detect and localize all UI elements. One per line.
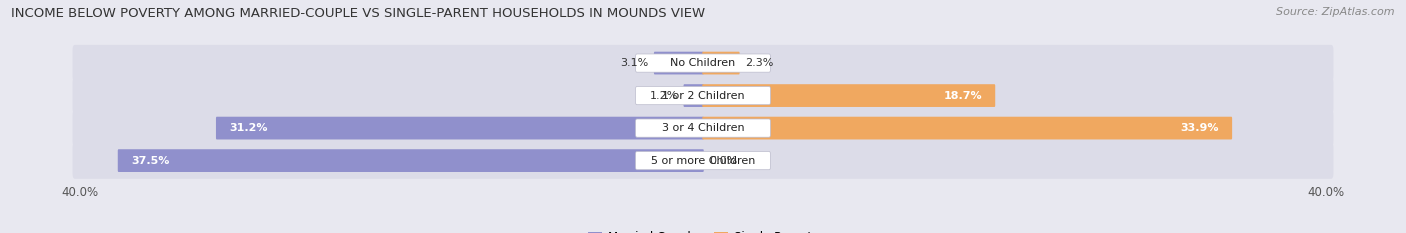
Text: Source: ZipAtlas.com: Source: ZipAtlas.com xyxy=(1277,7,1395,17)
Text: 2.3%: 2.3% xyxy=(745,58,773,68)
FancyBboxPatch shape xyxy=(636,151,770,170)
FancyBboxPatch shape xyxy=(73,142,1333,179)
FancyBboxPatch shape xyxy=(702,52,740,75)
FancyBboxPatch shape xyxy=(654,52,704,75)
Text: 5 or more Children: 5 or more Children xyxy=(651,156,755,166)
FancyBboxPatch shape xyxy=(683,84,704,107)
Text: No Children: No Children xyxy=(671,58,735,68)
FancyBboxPatch shape xyxy=(73,110,1333,146)
Text: 33.9%: 33.9% xyxy=(1181,123,1219,133)
Text: 18.7%: 18.7% xyxy=(943,91,981,101)
FancyBboxPatch shape xyxy=(636,86,770,105)
Text: 1.2%: 1.2% xyxy=(650,91,678,101)
FancyBboxPatch shape xyxy=(702,117,1232,140)
Text: 37.5%: 37.5% xyxy=(131,156,169,166)
FancyBboxPatch shape xyxy=(73,77,1333,114)
Text: 0.0%: 0.0% xyxy=(709,156,738,166)
FancyBboxPatch shape xyxy=(702,84,995,107)
Legend: Married Couples, Single Parents: Married Couples, Single Parents xyxy=(583,226,823,233)
Text: 3 or 4 Children: 3 or 4 Children xyxy=(662,123,744,133)
FancyBboxPatch shape xyxy=(73,45,1333,81)
Text: 31.2%: 31.2% xyxy=(229,123,267,133)
FancyBboxPatch shape xyxy=(118,149,704,172)
Text: 1 or 2 Children: 1 or 2 Children xyxy=(662,91,744,101)
FancyBboxPatch shape xyxy=(636,54,770,72)
FancyBboxPatch shape xyxy=(217,117,704,140)
Text: INCOME BELOW POVERTY AMONG MARRIED-COUPLE VS SINGLE-PARENT HOUSEHOLDS IN MOUNDS : INCOME BELOW POVERTY AMONG MARRIED-COUPL… xyxy=(11,7,706,20)
Text: 3.1%: 3.1% xyxy=(620,58,648,68)
FancyBboxPatch shape xyxy=(636,119,770,137)
